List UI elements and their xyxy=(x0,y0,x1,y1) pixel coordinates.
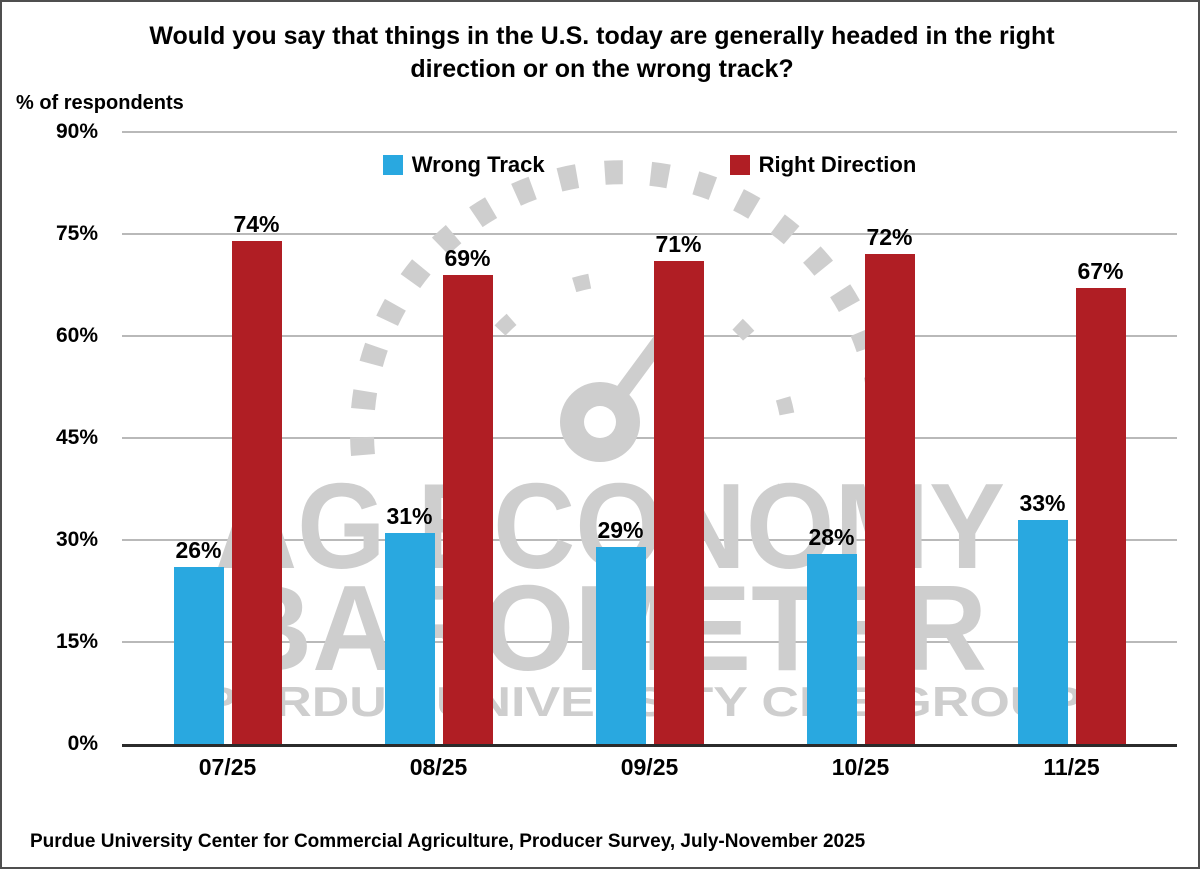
x-tick-label: 11/25 xyxy=(1043,754,1100,780)
chart-title: Would you say that things in the U.S. to… xyxy=(149,22,1055,83)
value-label-right-direction-09/25: 71% xyxy=(655,231,702,258)
bar-wrong-track-10/25 xyxy=(806,553,857,744)
y-tick-label: 15% xyxy=(55,630,98,653)
bar-wrong-track-11/25 xyxy=(1017,519,1068,744)
bar-right-direction-08/25 xyxy=(442,274,493,744)
bar-right-direction-07/25 xyxy=(231,240,282,744)
value-label-right-direction-11/25: 67% xyxy=(1077,258,1124,285)
value-label-wrong-track-10/25: 28% xyxy=(808,523,855,550)
value-label-wrong-track-07/25: 26% xyxy=(175,537,222,564)
value-label-wrong-track-11/25: 33% xyxy=(1019,489,1066,516)
x-tick-label: 07/25 xyxy=(198,754,257,780)
x-axis-labels: 07/25 08/25 09/25 10/25 11/25 xyxy=(122,754,1177,788)
value-label-right-direction-07/25: 74% xyxy=(233,210,280,237)
legend-item-wrong-track: Wrong Track xyxy=(382,152,545,178)
bar-wrong-track-09/25 xyxy=(595,546,646,744)
y-axis-ticks: 0% 15% 30% 45% 60% 75% 90% xyxy=(2,120,108,755)
bar-right-direction-11/25 xyxy=(1075,288,1126,744)
bar-wrong-track-08/25 xyxy=(384,533,435,744)
source-note: Purdue University Center for Commercial … xyxy=(30,831,866,852)
wrong-track-swatch-icon xyxy=(382,155,403,175)
value-label-right-direction-10/25: 72% xyxy=(866,224,913,251)
value-label-right-direction-08/25: 69% xyxy=(444,244,491,271)
bars-layer: 26% 74% 31% 69% 29% 71% 28% 72% 33% 67% xyxy=(122,132,1177,744)
legend: Wrong Track Right Direction xyxy=(122,152,1177,178)
gridline-90% xyxy=(122,131,1177,133)
bar-right-direction-10/25 xyxy=(864,254,915,744)
x-tick-label: 09/25 xyxy=(620,754,679,780)
y-tick-label: 90% xyxy=(55,120,98,143)
x-tick-label: 08/25 xyxy=(409,754,468,780)
value-label-wrong-track-08/25: 31% xyxy=(386,503,433,530)
value-label-wrong-track-09/25: 29% xyxy=(597,516,644,543)
y-axis-title: % of respondents xyxy=(16,92,184,114)
y-tick-label: 75% xyxy=(55,222,98,245)
y-tick-label: 45% xyxy=(55,426,98,449)
gridline-30% xyxy=(122,539,1177,541)
legend-label-wrong-track: Wrong Track xyxy=(411,152,545,177)
right-direction-swatch-icon xyxy=(729,155,750,175)
y-tick-label: 0% xyxy=(67,732,98,755)
bar-wrong-track-07/25 xyxy=(173,567,224,744)
legend-item-right-direction: Right Direction xyxy=(729,152,917,178)
legend-label-right-direction: Right Direction xyxy=(758,152,917,177)
bar-right-direction-09/25 xyxy=(653,261,704,744)
y-tick-label: 60% xyxy=(55,324,98,347)
gridline-15% xyxy=(122,641,1177,643)
y-tick-label: 30% xyxy=(55,528,98,551)
x-tick-label: 10/25 xyxy=(831,754,890,780)
